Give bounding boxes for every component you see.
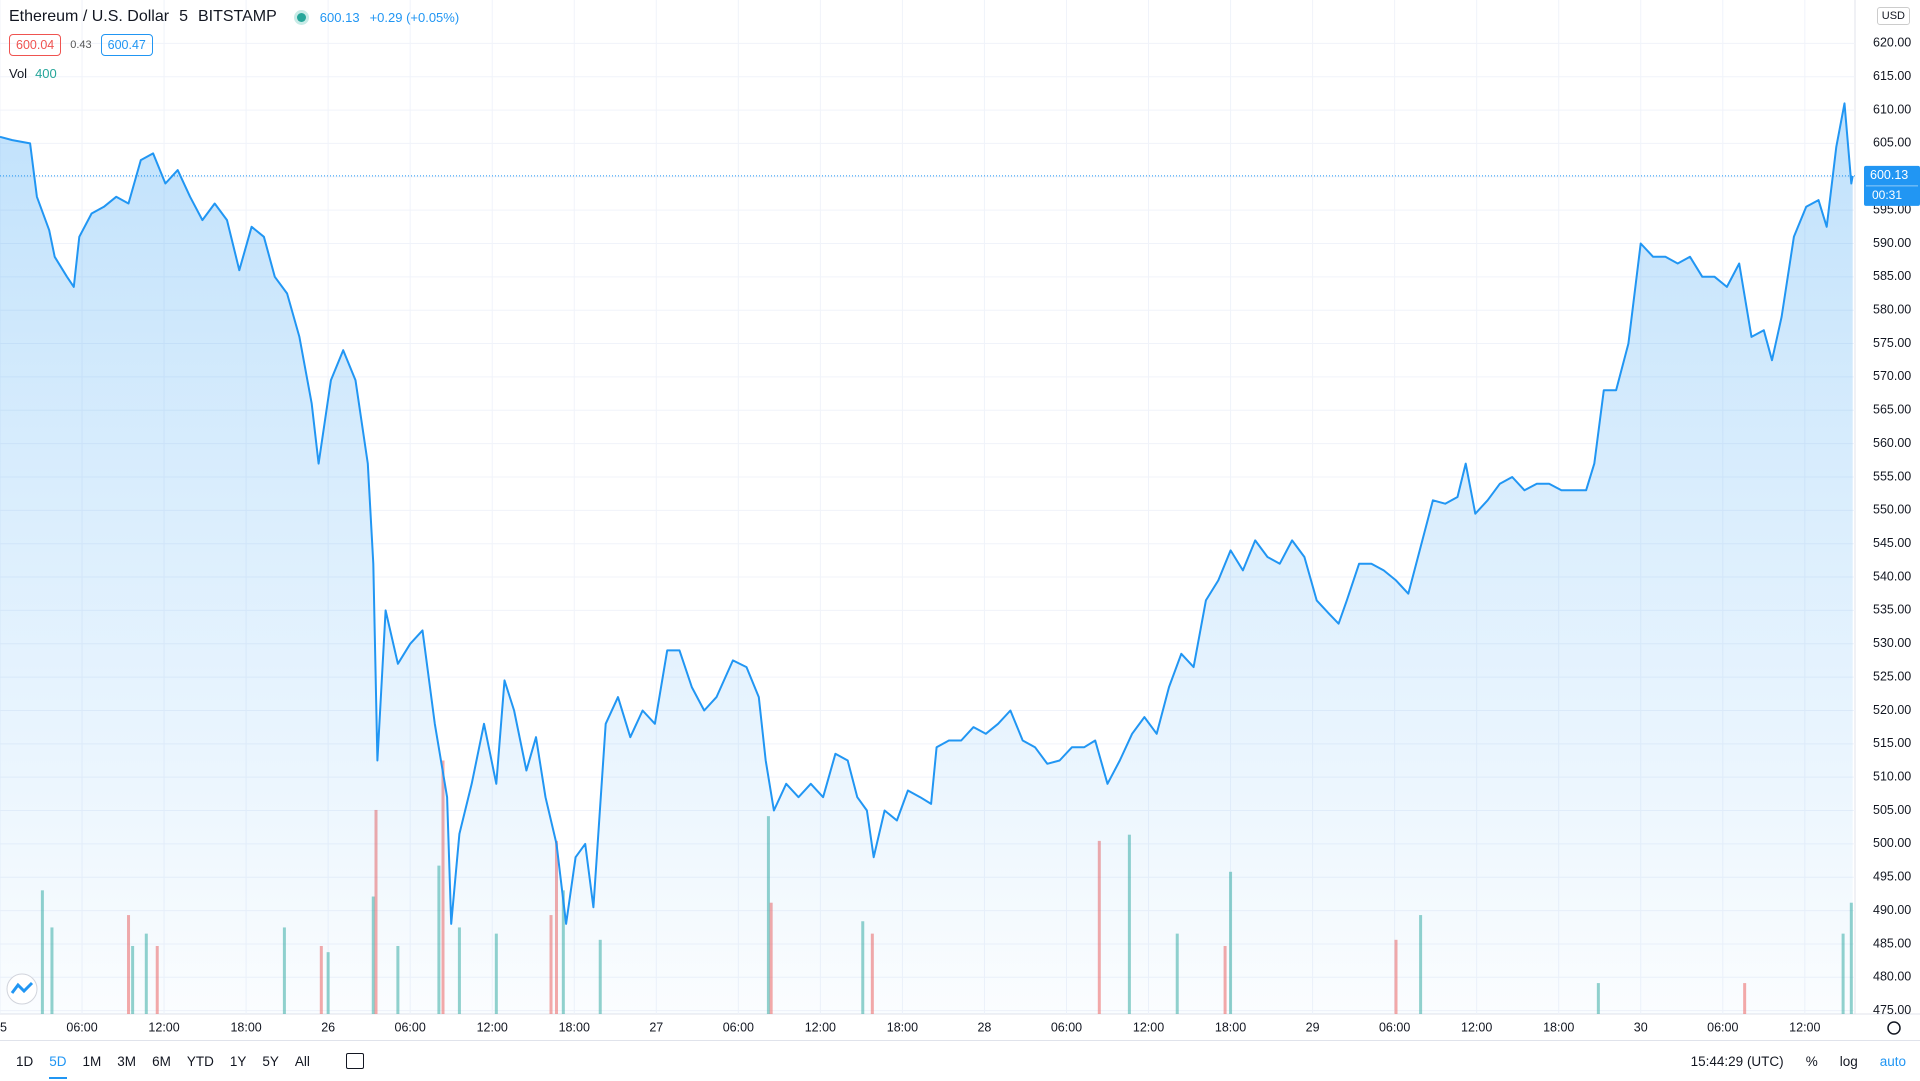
x-tick-label: 06:00: [1379, 1020, 1410, 1034]
bottom-toolbar: 1D 5D 1M 3M 6M YTD 1Y 5Y All 15:44:29 (UTC) % log…: [0, 1040, 1920, 1081]
quotes: 600.04 0.43 600.47: [9, 34, 153, 56]
range-button[interactable]: 5D: [41, 1054, 74, 1079]
x-tick-label: 18:00: [559, 1020, 590, 1034]
x-tick-label: 18:00: [1543, 1020, 1574, 1034]
y-tick-label: 535.00: [1873, 603, 1911, 617]
change: +0.29 (+0.05%): [369, 9, 460, 25]
x-tick-label: 18:00: [887, 1020, 918, 1034]
range-buttons: 1D 5D 1M 3M 6M YTD 1Y 5Y All: [0, 1053, 318, 1079]
settings: [1887, 1021, 1901, 1035]
y-tick-label: 510.00: [1873, 769, 1911, 783]
x-tick-label: 06:00: [1051, 1020, 1082, 1034]
axis-option[interactable]: auto: [1879, 1053, 1906, 1069]
symbol: Ethereum / U.S. Dollar: [9, 8, 170, 25]
logo-mark: [10, 981, 34, 994]
y-tick-label: 520.00: [1873, 703, 1911, 717]
y-tick-label: 490.00: [1873, 903, 1911, 917]
range-button[interactable]: All: [294, 1053, 310, 1069]
y-tick-label: 560.00: [1873, 436, 1911, 450]
y-tick-label: 530.00: [1873, 636, 1911, 650]
range-button[interactable]: 1D: [16, 1053, 34, 1069]
chart: 475.00 480.00 485.00 490.00 495.00 500.00 505.…: [0, 0, 1920, 1035]
y-tick-label: 550.00: [1873, 503, 1911, 517]
y-tick-label: 475.00: [1873, 1003, 1911, 1017]
x-tick-label: 29: [1306, 1020, 1320, 1034]
y-tick-label: 515.00: [1873, 736, 1911, 750]
volume-legend: Vol 400: [9, 66, 57, 81]
interval: 5: [179, 8, 188, 25]
x-tick-label: 25: [0, 1020, 7, 1034]
y-tick-label: 590.00: [1873, 236, 1911, 250]
vol-label: Vol: [9, 66, 28, 81]
y-tick-label: 610.00: [1873, 102, 1911, 116]
x-tick-label: 06:00: [723, 1020, 754, 1034]
y-tick-label: 605.00: [1873, 136, 1911, 150]
x-tick-label: 12:00: [805, 1020, 836, 1034]
price-tag-label: 600.13: [1870, 168, 1908, 182]
y-tick-label: 505.00: [1873, 803, 1911, 817]
y-tick-label: 545.00: [1873, 536, 1911, 550]
axis-options: 15:44:29 (UTC) % log auto: [1691, 1054, 1920, 1069]
axis-option[interactable]: log: [1839, 1053, 1858, 1069]
y-tick-label: 500.00: [1873, 836, 1911, 850]
y-tick-label: 570.00: [1873, 369, 1911, 383]
range-button[interactable]: 6M: [152, 1053, 171, 1069]
goto-date[interactable]: [345, 1053, 364, 1069]
x-tick-label: 28: [977, 1020, 991, 1034]
range-button[interactable]: YTD: [186, 1053, 214, 1069]
clock: 15:44:29 (UTC): [1690, 1053, 1784, 1069]
price-line: [0, 102, 1854, 925]
x-tick-label: 06:00: [66, 1020, 97, 1034]
range-button[interactable]: 1Y: [229, 1053, 247, 1069]
y-tick-label: 540.00: [1873, 569, 1911, 583]
ask[interactable]: 600.47: [100, 34, 153, 56]
y-tick-label: 575.00: [1873, 336, 1911, 350]
countdown: 00:31: [1872, 188, 1902, 202]
range-button[interactable]: 3M: [117, 1053, 137, 1069]
range-button[interactable]: 5Y: [262, 1053, 279, 1069]
x-tick-label: 06:00: [1707, 1020, 1738, 1034]
y-tick-label: 555.00: [1873, 469, 1911, 483]
y-tick-label: 580.00: [1873, 303, 1911, 317]
plot: [0, 0, 1855, 1014]
range-button[interactable]: 1M: [82, 1053, 102, 1069]
exchange: BITSTAMP: [197, 8, 277, 25]
y-tick-label: 620.00: [1873, 36, 1911, 50]
y-tick-label: 585.00: [1873, 269, 1911, 283]
area-fill: [0, 103, 1853, 1014]
x-tick-label: 06:00: [395, 1020, 426, 1034]
x-tick-label: 12:00: [1133, 1020, 1164, 1034]
status-dot: [296, 12, 306, 22]
currency[interactable]: USD: [1876, 7, 1910, 25]
last-price: 600.13: [319, 9, 360, 25]
x-tick-label: 18:00: [230, 1020, 261, 1034]
y-tick-label: 595.00: [1873, 202, 1911, 216]
x-tick-label: 27: [649, 1020, 663, 1034]
x-tick-label: 12:00: [1461, 1020, 1492, 1034]
axis-option[interactable]: %: [1805, 1053, 1818, 1069]
spread: 0.43: [70, 39, 92, 51]
x-tick-label: 12:00: [477, 1020, 508, 1034]
y-tick-label: 565.00: [1873, 403, 1911, 417]
y-tick-label: 485.00: [1873, 936, 1911, 950]
legend-header: Ethereum / U.S. Dollar 5 BITSTAMP 600.13…: [9, 8, 459, 26]
x-tick-label: 18:00: [1215, 1020, 1246, 1034]
x-tick-label: 12:00: [1789, 1020, 1820, 1034]
x-tick-label: 26: [321, 1020, 335, 1034]
bid[interactable]: 600.04: [9, 34, 62, 56]
y-tick-label: 495.00: [1873, 870, 1911, 884]
vol-value: 400: [35, 66, 57, 81]
x-tick-label: 30: [1634, 1020, 1648, 1034]
y-tick-label: 525.00: [1873, 669, 1911, 683]
x-tick-label: 12:00: [148, 1020, 179, 1034]
y-tick-label: 480.00: [1873, 970, 1911, 984]
y-tick-label: 615.00: [1873, 69, 1911, 83]
